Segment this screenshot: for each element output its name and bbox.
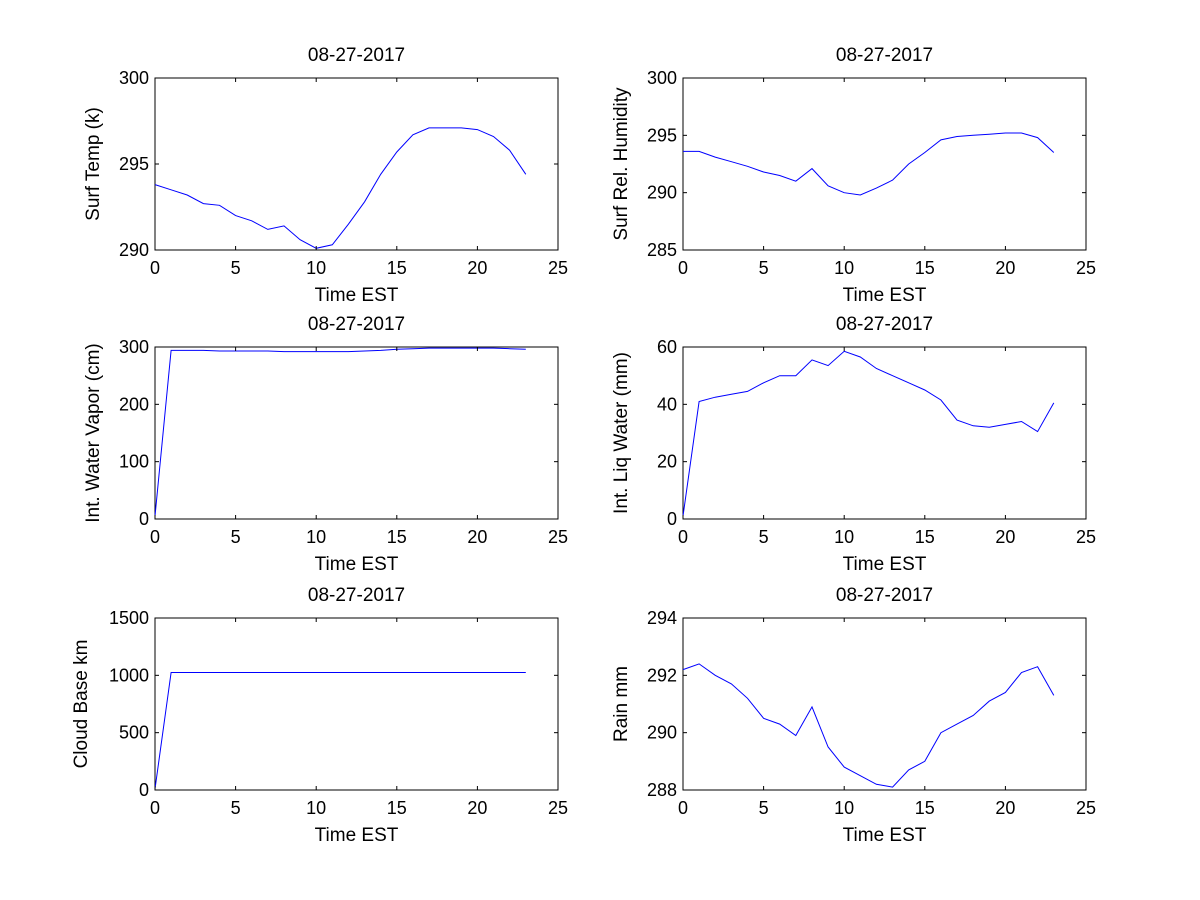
- subplot-2: 0 5 10 15 20 25 285 290 295 300 08-27-2017 Time EST…: [611, 45, 1096, 306]
- x-tick-label: 0: [150, 527, 160, 547]
- y-tick-label: 0: [139, 509, 149, 529]
- x-tick-label: 15: [387, 258, 407, 278]
- x-tick-label: 20: [467, 527, 487, 547]
- y-axis-label: Int. Water Vapor (cm): [83, 343, 104, 522]
- x-axis-label: Time EST: [315, 554, 399, 575]
- x-tick-label: 25: [548, 798, 568, 818]
- x-tick-label: 10: [834, 258, 854, 278]
- x-tick-label: 0: [678, 527, 688, 547]
- series-line: [682, 350, 1055, 517]
- x-tick-label: 20: [467, 798, 487, 818]
- y-tick-label: 285: [647, 240, 677, 260]
- chart-title: 08-27-2017: [836, 314, 933, 335]
- x-tick-label: 20: [467, 258, 487, 278]
- chart-title: 08-27-2017: [836, 585, 933, 606]
- y-tick-label: 60: [657, 337, 677, 357]
- series-line: [682, 663, 1055, 788]
- x-tick-label: 0: [150, 258, 160, 278]
- x-tick-label: 10: [834, 798, 854, 818]
- x-tick-label: 5: [759, 527, 769, 547]
- x-tick-label: 20: [995, 258, 1015, 278]
- y-axis-label: Cloud Base km: [71, 640, 92, 769]
- y-tick-label: 0: [139, 780, 149, 800]
- subplot-6: 0 5 10 15 20 25 288 290 292 294 08-27-2017 Time EST…: [611, 585, 1096, 846]
- subplot-1: 0 5 10 15 20 25 290 295 300 08-27-2017 Time EST Sur…: [83, 45, 568, 306]
- x-tick-label: 25: [548, 527, 568, 547]
- y-axis-label: Surf Temp (k): [83, 107, 104, 221]
- x-tick-label: 5: [759, 798, 769, 818]
- x-tick-label: 15: [915, 527, 935, 547]
- x-tick-label: 10: [834, 527, 854, 547]
- y-tick-label: 290: [647, 183, 677, 203]
- x-tick-label: 20: [995, 527, 1015, 547]
- x-tick-label: 20: [995, 798, 1015, 818]
- x-tick-label: 0: [150, 798, 160, 818]
- x-tick-label: 15: [387, 527, 407, 547]
- axes-box: [154, 77, 559, 251]
- chart-title: 08-27-2017: [836, 45, 933, 66]
- x-axis-label: Time EST: [843, 285, 927, 306]
- x-axis-label: Time EST: [843, 554, 927, 575]
- y-tick-label: 290: [647, 723, 677, 743]
- series-line: [154, 672, 526, 789]
- x-tick-label: 0: [678, 798, 688, 818]
- x-tick-label: 25: [1076, 527, 1096, 547]
- x-axis-label: Time EST: [315, 285, 399, 306]
- y-tick-label: 500: [119, 723, 149, 743]
- y-tick-label: 100: [119, 452, 149, 472]
- subplot-3: 0 5 10 15 20 25 0 100 200 300 08-27-2017 Time EST In…: [83, 314, 568, 575]
- x-tick-label: 15: [915, 798, 935, 818]
- y-axis-label: Int. Liq Water (mm): [611, 352, 632, 514]
- axes-box: [682, 346, 1087, 520]
- subplot-5: 0 5 10 15 20 25 0 500 1000 1500 08-27-2017 Time EST…: [71, 585, 568, 846]
- axes-box: [682, 77, 1087, 251]
- x-tick-label: 15: [915, 258, 935, 278]
- y-axis-label: Surf Rel. Humidity: [611, 87, 632, 241]
- y-tick-label: 288: [647, 780, 677, 800]
- x-tick-label: 5: [231, 258, 241, 278]
- x-axis-label: Time EST: [843, 825, 927, 846]
- x-tick-label: 0: [678, 258, 688, 278]
- chart-title: 08-27-2017: [308, 314, 405, 335]
- y-tick-label: 300: [119, 337, 149, 357]
- axes-box: [154, 617, 559, 791]
- x-tick-label: 25: [1076, 798, 1096, 818]
- y-tick-label: 295: [119, 154, 149, 174]
- y-tick-label: 0: [667, 509, 677, 529]
- x-tick-label: 5: [231, 798, 241, 818]
- y-tick-label: 1000: [109, 665, 149, 685]
- subplot-4: 0 5 10 15 20 25 0 20 40 60 08-27-2017 Time EST Int. …: [611, 314, 1096, 575]
- series-line: [154, 347, 526, 517]
- y-tick-label: 294: [647, 608, 677, 628]
- series-line: [683, 132, 1055, 196]
- x-tick-label: 10: [306, 798, 326, 818]
- y-tick-label: 290: [119, 240, 149, 260]
- axes-box: [682, 617, 1087, 791]
- y-tick-label: 295: [647, 125, 677, 145]
- axes-box: [154, 346, 559, 520]
- x-tick-label: 10: [306, 527, 326, 547]
- y-axis-label: Rain mm: [611, 666, 632, 742]
- y-tick-label: 1500: [109, 608, 149, 628]
- chart-title: 08-27-2017: [308, 45, 405, 66]
- x-axis-label: Time EST: [315, 825, 399, 846]
- y-tick-label: 200: [119, 394, 149, 414]
- x-tick-label: 5: [759, 258, 769, 278]
- x-tick-label: 15: [387, 798, 407, 818]
- y-tick-label: 300: [119, 68, 149, 88]
- y-tick-label: 40: [657, 394, 677, 414]
- series-line: [154, 127, 527, 249]
- y-tick-label: 300: [647, 68, 677, 88]
- y-tick-label: 292: [647, 665, 677, 685]
- x-tick-label: 25: [548, 258, 568, 278]
- x-tick-label: 10: [306, 258, 326, 278]
- chart-title: 08-27-2017: [308, 585, 405, 606]
- x-tick-label: 5: [231, 527, 241, 547]
- y-tick-label: 20: [657, 452, 677, 472]
- x-tick-label: 25: [1076, 258, 1096, 278]
